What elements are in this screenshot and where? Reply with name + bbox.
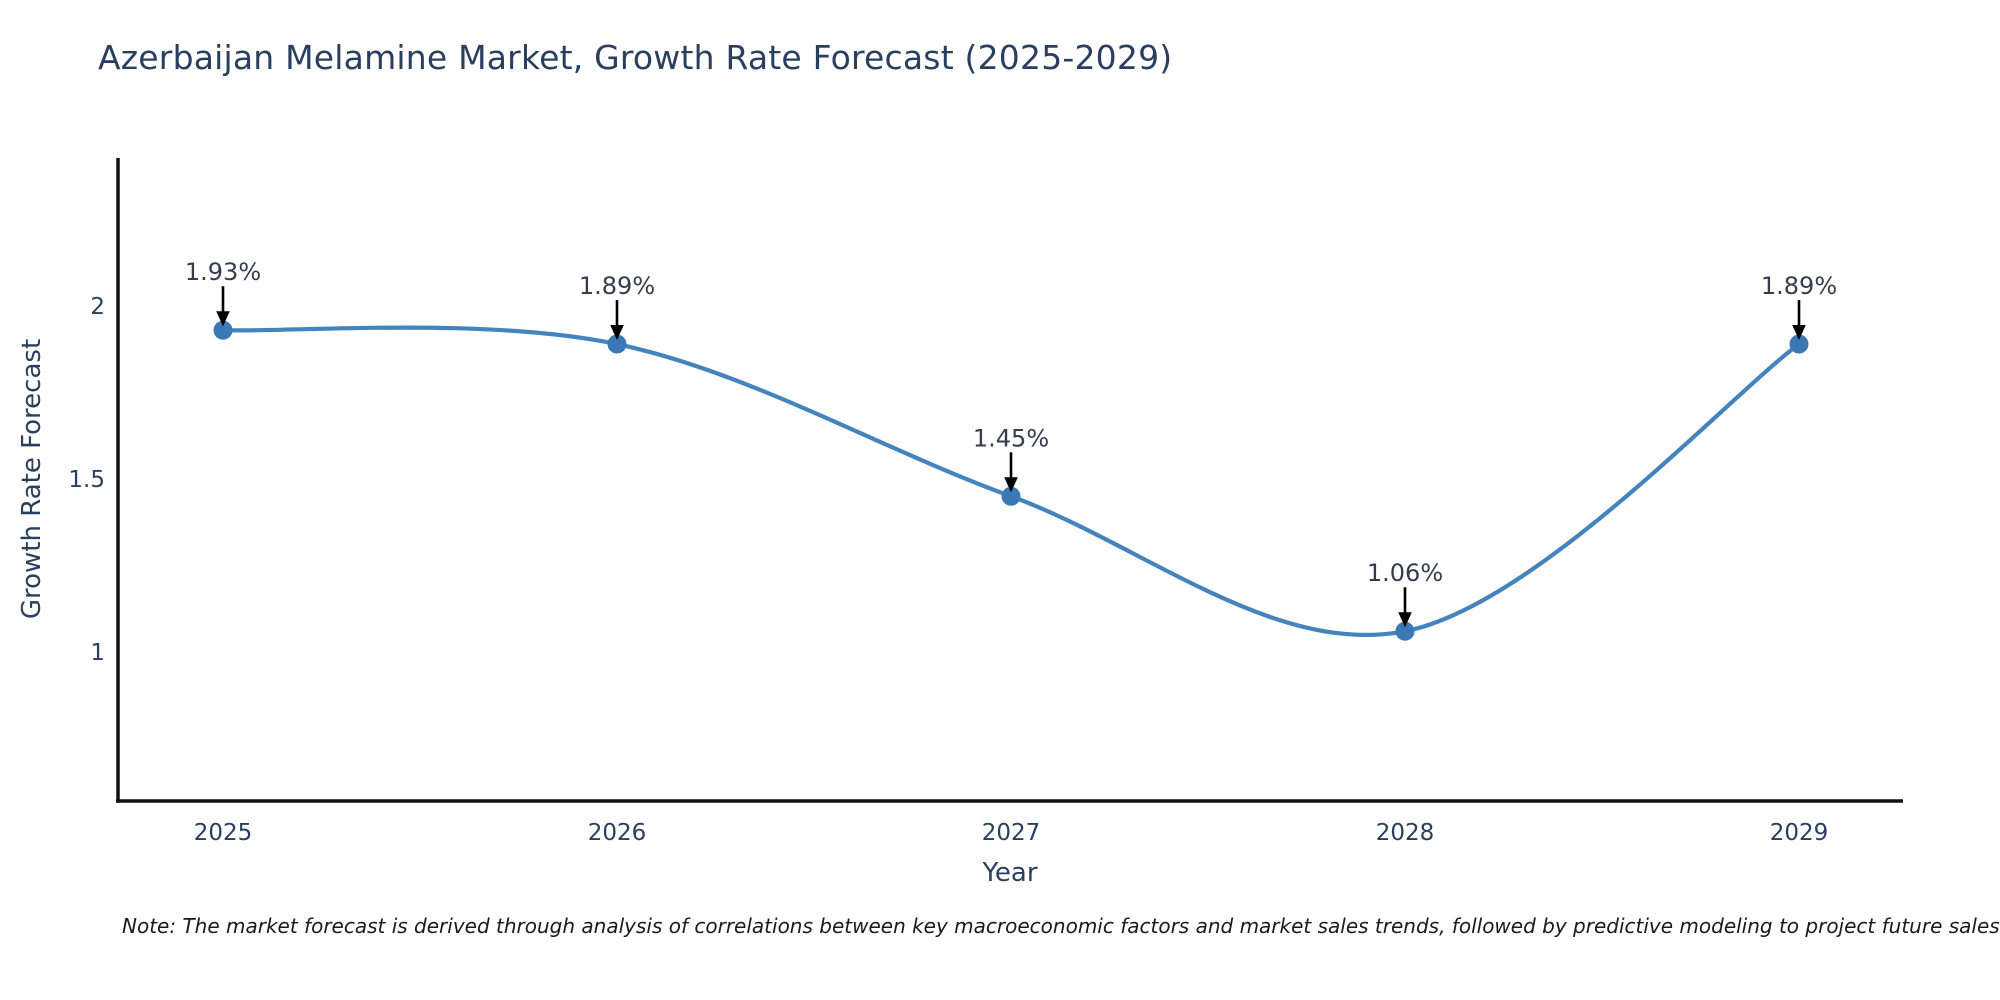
- data-point-marker: [1001, 486, 1021, 506]
- y-tick-label: 2: [90, 294, 105, 320]
- annotation-arrowhead-icon: [216, 311, 230, 327]
- x-tick-label: 2025: [194, 820, 253, 846]
- x-tick-label: 2028: [1376, 820, 1435, 846]
- point-annotation-label: 1.89%: [1761, 272, 1837, 300]
- y-tick-label: 1: [90, 640, 105, 666]
- point-annotation-label: 1.45%: [973, 424, 1049, 452]
- data-point-marker: [1395, 621, 1415, 641]
- x-axis-title: Year: [982, 858, 1038, 888]
- data-point-marker: [1789, 334, 1809, 354]
- annotation-arrowhead-icon: [1398, 612, 1412, 628]
- x-tick-label: 2029: [1770, 820, 1829, 846]
- x-tick-label: 2027: [982, 820, 1041, 846]
- trend-line: [220, 325, 1802, 637]
- chart-title: Azerbaijan Melamine Market, Growth Rate …: [98, 38, 1173, 77]
- point-annotation-label: 1.06%: [1367, 559, 1443, 587]
- point-annotation-label: 1.93%: [185, 258, 261, 286]
- annotation-arrowhead-icon: [1792, 325, 1806, 341]
- annotation-arrowhead-icon: [1004, 477, 1018, 493]
- point-annotation-label: 1.89%: [579, 272, 655, 300]
- footnote: Note: The market forecast is derived thr…: [122, 914, 2000, 938]
- annotation-arrowhead-icon: [610, 325, 624, 341]
- y-axis-title: Growth Rate Forecast: [17, 338, 47, 620]
- data-point-marker: [607, 334, 627, 354]
- y-tick-label: 1.5: [68, 467, 105, 493]
- data-point-marker: [213, 320, 233, 340]
- x-tick-label: 2026: [588, 820, 647, 846]
